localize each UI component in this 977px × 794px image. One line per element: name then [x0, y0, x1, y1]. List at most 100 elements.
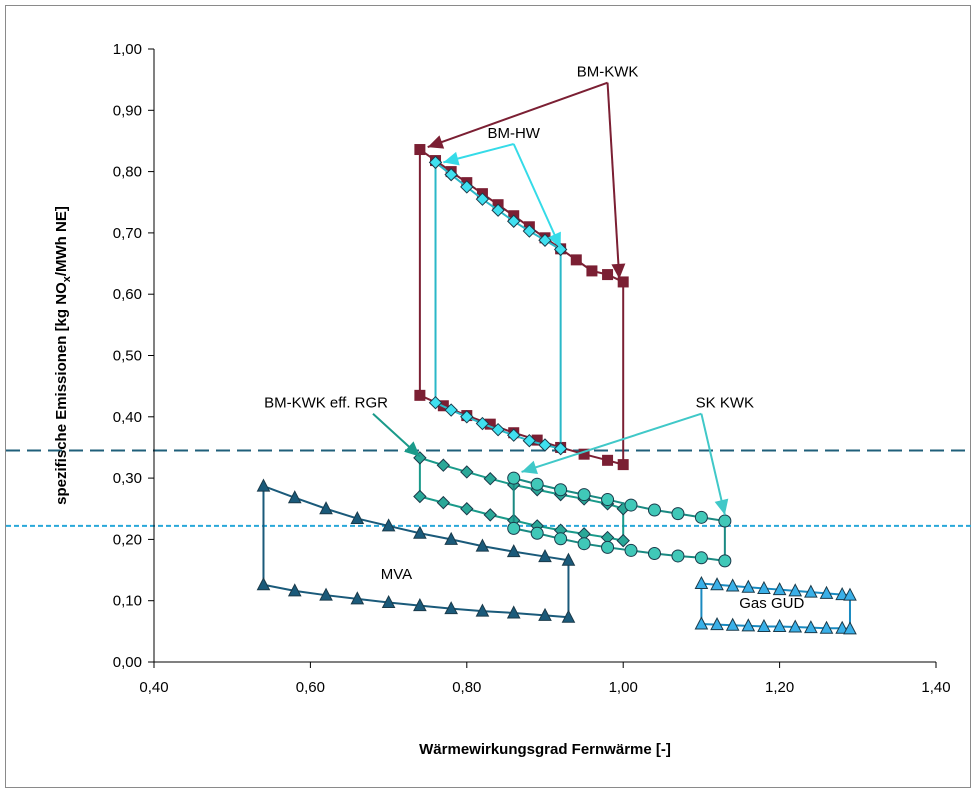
data-point	[671, 507, 685, 521]
data-point	[507, 471, 521, 485]
data-point	[586, 265, 598, 277]
series-5	[256, 478, 576, 623]
y-tick-label: 0,50	[113, 348, 142, 365]
x-ticks: 0,40 0,60 0,80 1,00 1,20 1,40	[139, 662, 951, 696]
y-tick-label: 0,10	[113, 593, 142, 610]
data-point	[601, 493, 615, 507]
y-ticks: 0,00 0,10 0,20 0,30 0,40 0,50 0,60 0,70 0,80 0,90…	[113, 41, 154, 671]
reference-lines	[6, 449, 971, 527]
annotation-arrow-head	[443, 151, 460, 166]
series-3	[413, 451, 630, 548]
chart-frame	[5, 5, 971, 788]
data-point	[506, 544, 521, 558]
data-point	[491, 422, 505, 437]
data-point	[725, 617, 740, 631]
data-point	[414, 389, 426, 401]
series-lower-line	[263, 583, 569, 619]
data-point	[475, 192, 490, 206]
y-tick-label: 1,00	[113, 41, 142, 58]
data-point	[319, 587, 333, 601]
data-point	[553, 441, 568, 456]
data-point	[617, 459, 629, 471]
data-point	[804, 584, 818, 598]
data-point	[788, 619, 803, 633]
data-point	[538, 607, 552, 621]
data-point	[460, 180, 474, 194]
y-tick-label: 0,60	[113, 286, 142, 303]
data-point	[741, 618, 756, 632]
data-point	[647, 546, 661, 560]
annotation-arrows	[372, 81, 729, 516]
data-point	[507, 428, 521, 442]
data-point	[694, 616, 709, 630]
annotation-label: BM-KWK	[577, 64, 639, 81]
annotation-arrow-line	[606, 82, 621, 279]
data-point	[553, 242, 568, 257]
data-point	[624, 543, 638, 557]
data-point	[444, 403, 458, 417]
data-point	[436, 495, 451, 510]
data-point	[483, 508, 497, 522]
data-point	[616, 533, 630, 548]
data-point	[710, 577, 724, 591]
annotation-label: Gas GUD	[739, 595, 804, 612]
annotation-arrow-line	[521, 412, 702, 473]
x-tick-label: 1,00	[609, 679, 638, 696]
data-point	[436, 458, 451, 472]
data-point	[671, 549, 685, 563]
data-point	[725, 578, 740, 592]
data-point	[647, 503, 661, 517]
data-point	[835, 586, 849, 601]
y-tick-label: 0,00	[113, 654, 142, 671]
data-point	[287, 583, 302, 597]
data-point	[460, 465, 474, 479]
x-tick-label: 0,80	[452, 679, 481, 696]
data-point	[507, 214, 521, 228]
x-tick-label: 1,40	[921, 679, 950, 696]
data-point	[561, 609, 576, 623]
data-point	[538, 548, 552, 563]
series-6	[694, 575, 857, 635]
data-point	[256, 478, 271, 492]
data-point	[718, 514, 732, 528]
y-tick-label: 0,80	[113, 164, 142, 181]
series-lower-line	[419, 495, 624, 542]
data-point	[538, 438, 552, 452]
data-point	[491, 203, 505, 217]
data-point	[819, 585, 834, 599]
data-point	[319, 501, 333, 515]
data-point	[570, 254, 582, 266]
annotation-arrow-head	[427, 135, 445, 149]
annotation-arrow-head	[521, 460, 538, 475]
data-point	[287, 490, 302, 504]
data-point	[428, 395, 443, 410]
data-point	[444, 167, 458, 182]
data-point	[460, 502, 474, 516]
data-point	[804, 620, 818, 634]
data-point	[554, 483, 568, 497]
y-tick-label: 0,20	[113, 531, 142, 548]
data-point	[757, 618, 771, 632]
data-point	[381, 518, 396, 532]
data-point	[483, 472, 497, 486]
x-tick-label: 1,20	[765, 679, 794, 696]
data-point	[602, 269, 614, 281]
data-point	[350, 591, 365, 605]
data-point	[530, 526, 544, 540]
data-point	[530, 477, 544, 491]
data-point	[414, 144, 426, 156]
data-point	[538, 233, 552, 247]
data-point	[522, 224, 537, 238]
x-tick-label: 0,40	[139, 679, 168, 696]
data-point	[694, 575, 709, 590]
annotation-arrow-line	[427, 81, 608, 149]
annotation-label: MVA	[381, 566, 412, 583]
y-axis-label: spezifische Emissionen [kg NOx/MWh NE]	[53, 206, 73, 505]
data-point	[718, 554, 732, 568]
data-point	[507, 521, 521, 535]
annotation-arrow-head	[611, 263, 626, 279]
series-lower-line	[513, 527, 725, 562]
data-point	[256, 577, 271, 591]
data-point	[506, 605, 521, 619]
y-tick-label: 0,70	[113, 225, 142, 242]
